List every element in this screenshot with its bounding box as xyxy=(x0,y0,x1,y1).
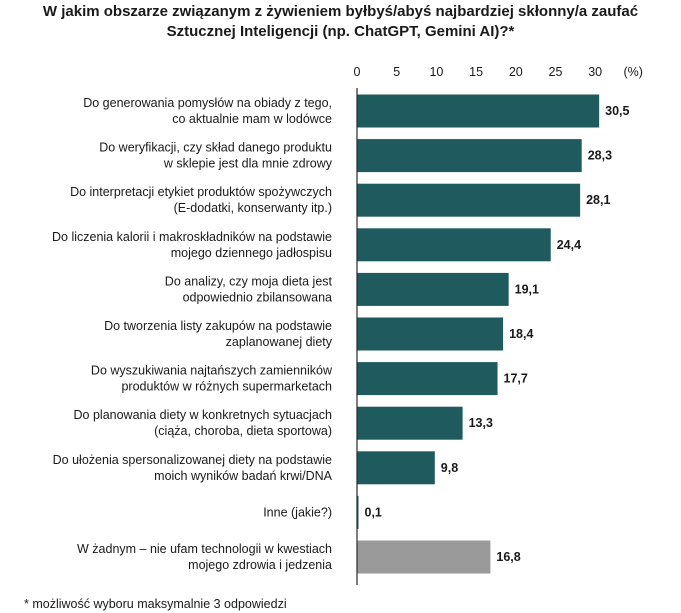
value-label: 30,5 xyxy=(605,104,629,118)
chart-title-line-1: W jakim obszarze związanym z żywieniem b… xyxy=(42,3,639,20)
category-label: Inne (jakie?) xyxy=(263,505,332,519)
value-label: 17,7 xyxy=(504,372,528,386)
chart-title: W jakim obszarze związanym z żywieniem b… xyxy=(0,2,681,42)
category-label: Do generowania pomysłów na obiady z tego… xyxy=(83,96,332,126)
value-label: 28,3 xyxy=(588,149,612,163)
x-tick-label: 25 xyxy=(549,65,563,79)
x-tick-label: 15 xyxy=(469,65,483,79)
bar xyxy=(357,94,600,128)
bar xyxy=(357,540,491,574)
category-label: Do weryfikacji, czy skład danego produkt… xyxy=(99,141,333,171)
bar xyxy=(357,495,359,529)
bar xyxy=(357,228,551,262)
category-label: Do planowania diety w konkretnych sytuac… xyxy=(74,408,333,438)
x-tick-label: 30 xyxy=(588,65,602,79)
value-label: 0,1 xyxy=(365,505,382,519)
category-label: Do wyszukiwania najtańszych zamienników p… xyxy=(91,364,333,394)
value-label: 13,3 xyxy=(469,416,493,430)
value-label: 9,8 xyxy=(441,461,458,475)
bar xyxy=(357,139,582,173)
bar xyxy=(357,317,504,351)
category-label: Do analizy, czy moja dieta jest odpowiedn… xyxy=(165,274,333,304)
value-label: 24,4 xyxy=(557,238,581,252)
bar xyxy=(357,451,435,485)
value-label: 28,1 xyxy=(586,193,610,207)
category-label: Do tworzenia listy zakupów na podstawie z… xyxy=(104,319,333,349)
x-unit-label: (%) xyxy=(623,65,642,79)
value-label: 19,1 xyxy=(515,282,539,296)
category-label: Do ułożenia spersonalizowanej diety na p… xyxy=(53,453,333,483)
chart-title-line-2: Sztucznej Inteligencji (np. ChatGPT, Gem… xyxy=(166,23,515,40)
x-tick-label: 20 xyxy=(509,65,523,79)
x-tick-label: 5 xyxy=(393,65,400,79)
x-tick-label: 10 xyxy=(429,65,443,79)
x-tick-label: 0 xyxy=(354,65,361,79)
value-label: 18,4 xyxy=(509,327,533,341)
category-label: W żadnym – nie ufam technologii w kwesti… xyxy=(77,542,332,572)
bar xyxy=(357,272,509,306)
bar xyxy=(357,406,463,440)
bar xyxy=(357,183,581,217)
footnote: * możliwość wyboru maksymalnie 3 odpowie… xyxy=(24,597,287,611)
category-label: Do liczenia kalorii i makroskładników na… xyxy=(52,230,332,260)
bar xyxy=(357,362,498,396)
category-label: Do interpretacji etykiet produktów spoży… xyxy=(70,185,332,215)
value-label: 16,8 xyxy=(496,550,520,564)
